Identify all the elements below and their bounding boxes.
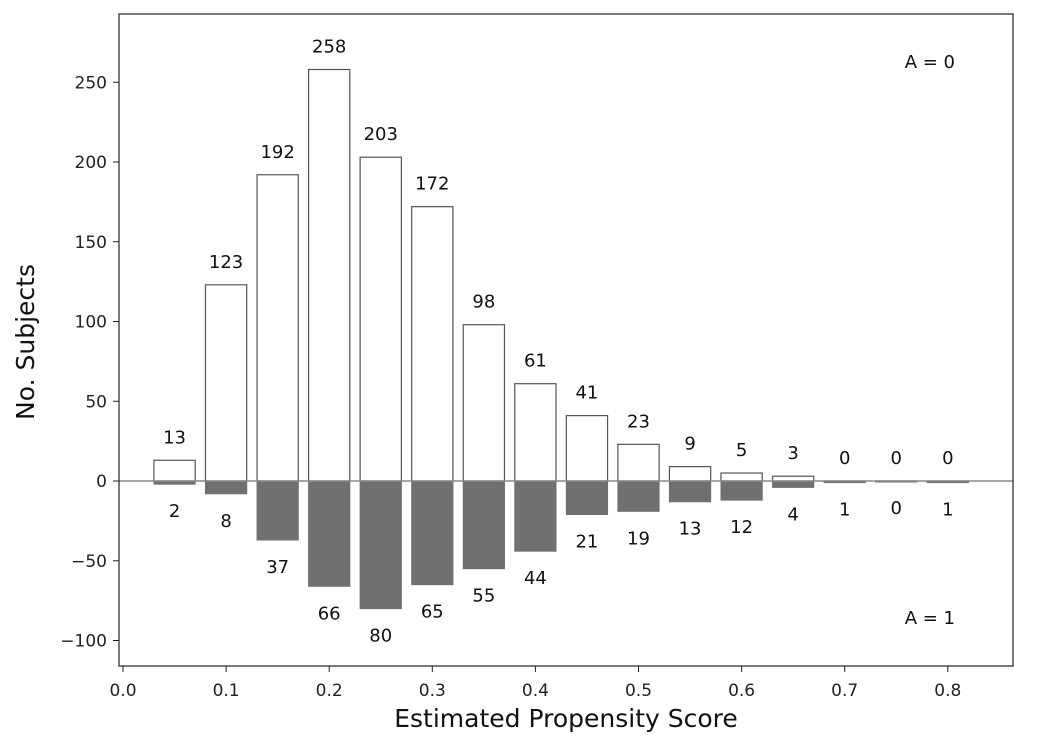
group-label-a0: A = 0 [905,52,955,73]
bar-label-a1: 21 [575,531,598,552]
x-tick-label: 0.5 [625,681,652,701]
bars-group-a0 [153,68,970,483]
bar-a0 [462,324,506,482]
bar-label-a0: 98 [472,292,495,313]
bar-label-a1: 1 [839,500,850,521]
x-tick-label: 0.6 [728,681,755,701]
x-tick-label: 0.8 [934,681,961,701]
bar-a0 [411,206,454,482]
bar-a0 [256,174,299,482]
bar-label-a0: 0 [839,448,850,469]
bar-label-a1: 80 [369,626,392,647]
bar-label-a0: 0 [942,448,953,469]
bar-a0 [307,68,351,482]
bar-label-a1: 37 [266,557,289,578]
bar-a1 [308,480,351,587]
bar-a0 [617,443,660,482]
bar-label-a1: 4 [787,504,798,525]
y-tick-label: −50 [71,552,107,572]
bar-a0 [359,156,402,482]
x-tick-label: 0.3 [419,681,446,701]
value-labels-a1: 2 8 37 66 80 65 55 44 21 19 13 12 4 1 0 1 [169,498,954,647]
y-tick-label: −100 [60,632,107,652]
x-tick-label: 0.1 [213,681,240,701]
bar-label-a1: 8 [220,511,231,532]
bar-label-a0: 61 [524,351,547,372]
bar-label-a1: 13 [679,519,702,540]
x-axis: 0.0 0.1 0.2 0.3 0.4 0.5 0.6 0.7 0.8 [109,666,961,701]
plot-area [119,14,1013,666]
y-tick-label: 250 [75,73,107,93]
bar-a1 [565,480,609,515]
bar-label-a0: 9 [684,434,695,455]
group-label-a1: A = 1 [905,608,955,629]
bar-label-a1: 19 [627,528,650,549]
bar-label-a0: 5 [736,440,747,461]
bar-a1 [256,480,299,541]
bar-label-a1: 2 [169,501,180,522]
bar-label-a0: 3 [787,443,798,464]
bar-a0 [204,284,248,482]
bar-a1 [720,480,763,501]
bar-label-a1: 0 [891,498,902,519]
bar-label-a1: 65 [421,602,444,623]
bar-label-a0: 13 [163,427,186,448]
bar-a1 [772,480,815,488]
bar-label-a1: 44 [524,568,547,589]
y-tick-label: 100 [75,313,107,333]
plot-frame [118,13,1014,667]
bar-label-a0: 172 [415,174,449,195]
y-tick-label: 0 [96,472,107,492]
y-axis: −100 −50 0 50 100 150 200 250 [60,73,119,652]
bar-a0 [514,383,557,482]
x-tick-label: 0.4 [522,681,549,701]
bar-label-a0: 123 [209,252,243,273]
bar-a1 [462,480,505,570]
bar-label-a0: 203 [364,124,398,145]
bar-label-a0: 0 [891,448,902,469]
value-labels-a0: 13 123 192 258 203 172 98 61 41 23 9 5 3 0 0 0 [163,36,953,469]
bar-a0 [720,472,763,482]
bars-group-a1 [153,480,969,610]
bar-a0 [153,459,196,482]
bar-a1 [359,480,402,610]
bar-label-a1: 1 [942,500,953,521]
bar-label-a1: 12 [730,517,753,538]
bar-a1 [617,480,660,512]
bar-label-a0: 41 [575,383,598,404]
bar-a1 [411,480,454,586]
bar-a0 [668,466,712,482]
bar-label-a0: 192 [260,142,294,163]
bar-a1 [514,480,557,552]
x-axis-title: Estimated Propensity Score [394,704,738,733]
bar-label-a0: 23 [627,411,650,432]
bar-label-a1: 55 [472,586,495,607]
y-tick-label: 150 [75,233,107,253]
bar-label-a0: 258 [312,36,346,57]
x-tick-label: 0.2 [316,681,343,701]
bar-label-a1: 66 [318,603,341,624]
y-tick-label: 50 [85,392,107,412]
bar-a1 [668,480,712,503]
y-tick-label: 200 [75,153,107,173]
x-tick-label: 0.0 [109,681,136,701]
bar-a0 [565,415,609,482]
bar-a1 [204,480,248,495]
x-tick-label: 0.7 [831,681,858,701]
y-axis-title: No. Subjects [11,264,40,420]
